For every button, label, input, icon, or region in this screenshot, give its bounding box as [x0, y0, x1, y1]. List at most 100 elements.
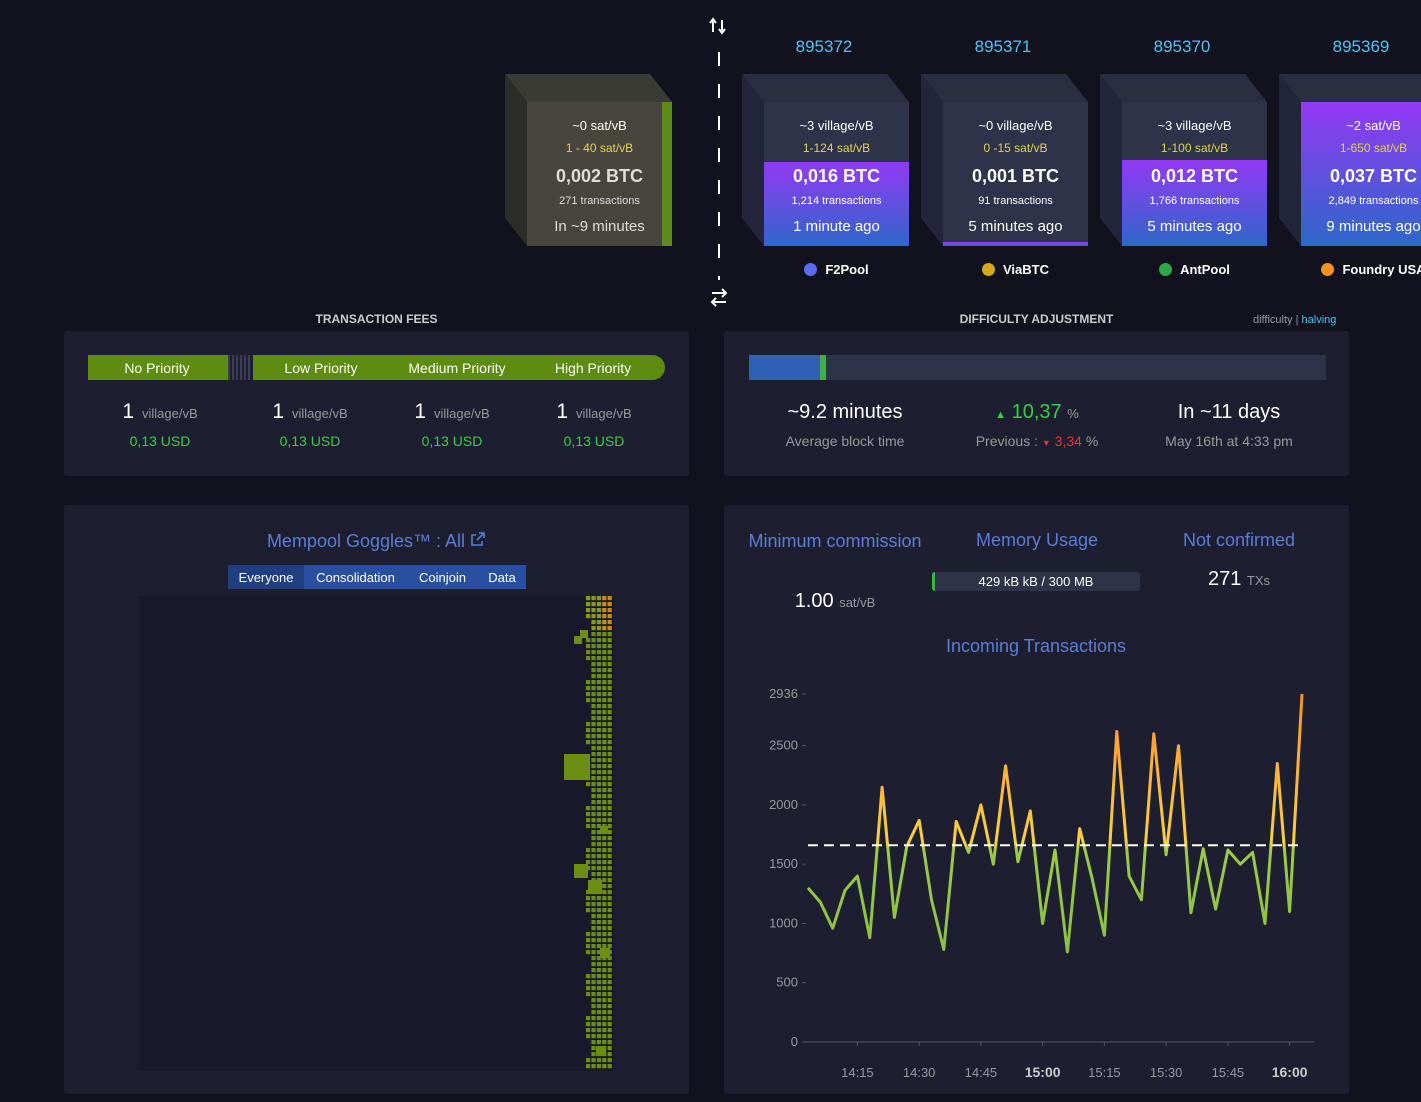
block[interactable]: ~2 sat/vB 1-650 sat/vB 0,037 BTC 2,849 tran… — [1301, 102, 1421, 246]
tx-square — [596, 1040, 601, 1045]
block-fee: ~3 village/vB — [1157, 118, 1232, 133]
y-tick-label: 2000 — [769, 797, 798, 812]
tx-square — [602, 860, 607, 865]
goggles-tab[interactable]: Everyone — [228, 565, 304, 589]
tx-square — [607, 968, 612, 973]
tx-square — [607, 842, 612, 847]
goggles-tab[interactable]: Coinjoin — [407, 565, 478, 589]
tx-square — [602, 878, 607, 883]
tx-square — [607, 866, 612, 871]
block-total: 0,012 BTC — [1150, 166, 1239, 186]
tx-square — [586, 1064, 591, 1069]
tx-square — [596, 746, 601, 751]
tx-square — [596, 824, 601, 829]
min-fee: 1.00 sat/vB — [745, 590, 925, 613]
tx-square — [607, 650, 612, 655]
y-tick-label: 500 — [776, 975, 798, 990]
tx-square — [586, 812, 591, 817]
tx-square — [596, 1022, 601, 1027]
tx-square — [607, 782, 612, 787]
tx-square — [602, 782, 607, 787]
block-height[interactable]: 895371 — [974, 37, 1032, 56]
tx-square — [596, 608, 601, 613]
tx-square — [596, 1034, 601, 1039]
tx-square — [607, 878, 612, 883]
tx-square — [602, 1028, 607, 1033]
tx-square — [586, 782, 591, 787]
tx-square — [591, 776, 596, 781]
goggles-canvas — [139, 596, 614, 1071]
tx-square — [591, 692, 596, 697]
tx-square — [591, 992, 596, 997]
x-tick-label: 14:15 — [841, 1065, 874, 1080]
tx-square — [607, 674, 612, 679]
goggles-title-text: Mempool Goggles™ : All — [266, 531, 466, 551]
tx-square — [607, 644, 612, 649]
tx-square — [607, 620, 612, 625]
goggles-tab[interactable]: Data — [478, 565, 526, 589]
tx-square — [591, 716, 596, 721]
tx-square — [586, 1022, 591, 1027]
tx-square — [602, 698, 607, 703]
block-side — [1279, 74, 1301, 246]
tx-square — [591, 1046, 596, 1051]
tx-square — [607, 716, 612, 721]
tx-square — [596, 818, 601, 823]
block[interactable]: ~3 village/vB 1-100 sat/vB 0,012 BTC 1,766 … — [1122, 102, 1267, 246]
fees-panel: No Priority 1 village/vB 0,13 USD Low Priori… — [64, 331, 689, 476]
block[interactable]: ~0 village/vB 0 -15 sat/vB 0,001 BTC 91 tra… — [943, 102, 1088, 246]
tx-square — [607, 704, 612, 709]
block-transactions: 1,766 transactions — [1149, 195, 1240, 207]
block-height[interactable]: 895372 — [795, 37, 853, 56]
tx-square — [591, 1016, 596, 1021]
tx-square — [596, 932, 601, 937]
block[interactable]: ~3 village/vB 1-124 sat/vB 0,016 BTC 1,214 … — [764, 102, 909, 246]
tx-square — [591, 1052, 596, 1057]
block-height[interactable]: 895369 — [1332, 37, 1390, 56]
pool: AntPool — [1112, 262, 1277, 277]
tx-square — [591, 710, 596, 715]
tx-square — [564, 754, 590, 780]
tx-square — [586, 992, 591, 997]
tx-square — [591, 734, 596, 739]
tx-square — [602, 944, 607, 949]
tx-square — [596, 776, 601, 781]
tx-square — [607, 920, 612, 925]
block-side — [921, 74, 943, 246]
tx-square — [607, 872, 612, 877]
tx-square — [602, 632, 607, 637]
x-tick-label: 15:30 — [1150, 1065, 1183, 1080]
tx-square — [591, 914, 596, 919]
block-range: 0 -15 sat/vB — [983, 141, 1048, 155]
y-tick-label: 0 — [791, 1034, 798, 1049]
tx-square — [596, 740, 601, 745]
tx-square — [607, 1040, 612, 1045]
block-height[interactable]: 895370 — [1153, 37, 1211, 56]
link-difficulty[interactable]: difficulty — [1253, 314, 1293, 326]
tx-square — [596, 842, 601, 847]
tx-square — [591, 980, 596, 985]
tx-square — [607, 758, 612, 763]
tx-square — [607, 926, 612, 931]
tx-square — [596, 998, 601, 1003]
tx-square — [596, 968, 601, 973]
y-tick-label: 2500 — [769, 738, 798, 753]
goggles-title[interactable]: Mempool Goggles™ : All — [64, 531, 689, 552]
tx-square — [607, 932, 612, 937]
link-halving[interactable]: halving — [1301, 314, 1337, 326]
tx-square — [602, 770, 607, 775]
tx-square — [591, 938, 596, 943]
goggles-tab[interactable]: Consolidation — [304, 565, 407, 589]
tx-square — [596, 1064, 601, 1069]
tx-square — [607, 608, 612, 613]
tx-square — [596, 920, 601, 925]
tx-square — [596, 1046, 606, 1056]
pool: Foundry USA — [1291, 262, 1421, 277]
tx-square — [586, 974, 591, 979]
tx-square — [591, 638, 596, 643]
previous-value: 3,34 — [1054, 433, 1082, 449]
tx-square — [591, 656, 596, 661]
pool: ViaBTC — [933, 262, 1098, 277]
tx-square — [602, 920, 607, 925]
tx-square — [586, 1034, 591, 1039]
